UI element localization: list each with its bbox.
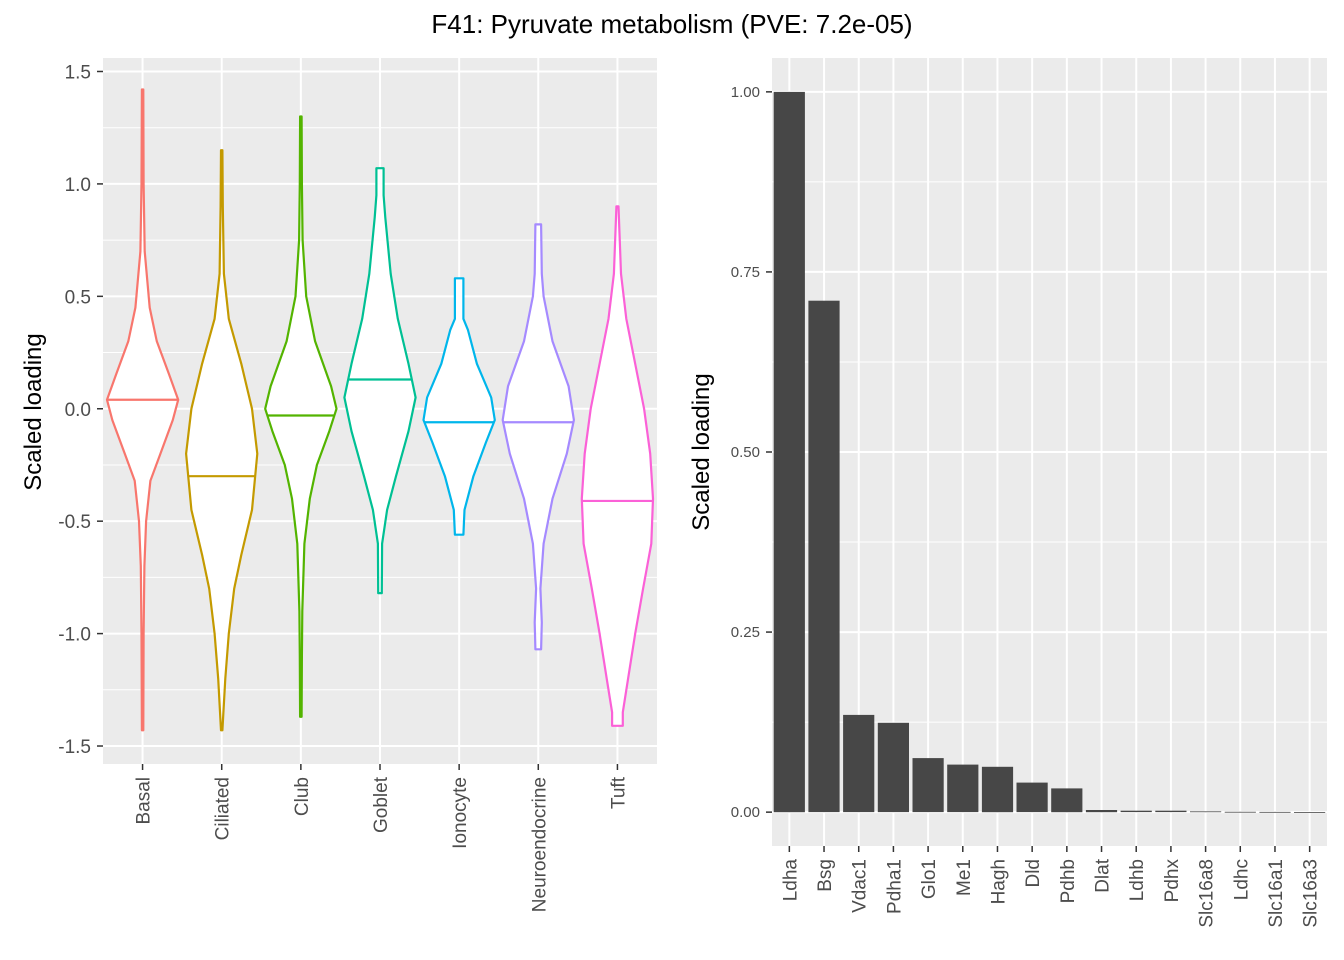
bar-pdhb — [1051, 788, 1083, 813]
x-tick-label: Club — [292, 777, 313, 816]
bar-major-gridlines — [772, 58, 1327, 846]
x-tick-label: Vdac1 — [850, 859, 871, 913]
y-tick-label: 1.0 — [65, 175, 91, 196]
violin-shapes — [105, 88, 655, 732]
x-tick-label: Dld — [1023, 859, 1044, 888]
y-tick-label: 0.00 — [731, 804, 760, 821]
x-tick-label: Hagh — [989, 859, 1010, 904]
violin-ciliated — [185, 149, 259, 732]
bar-bsg — [808, 300, 840, 813]
y-tick-label: 0.75 — [731, 264, 760, 281]
y-tick-label: -1.5 — [58, 737, 91, 758]
x-tick-label: Slc16a8 — [1197, 859, 1218, 928]
violin-tuft — [580, 205, 655, 727]
figure-title: F41: Pyruvate metabolism (PVE: 7.2e-05) — [431, 9, 912, 39]
bar-slc16a1 — [1259, 811, 1291, 813]
bar-slc16a8 — [1190, 811, 1222, 813]
violin-y-axis-title: Scaled loading — [20, 333, 47, 490]
y-tick-label: -0.5 — [58, 512, 91, 533]
violin-basal — [105, 88, 180, 732]
bar-glo1 — [912, 758, 944, 813]
x-tick-label: Slc16a1 — [1266, 859, 1287, 928]
bar-y-axis: 1.00 0.75 0.50 0.25 0.00 — [731, 84, 772, 821]
bar-me1 — [947, 764, 979, 813]
bar-slc16a3 — [1294, 812, 1326, 813]
x-tick-label: Ciliated — [213, 777, 234, 840]
bar-ldhb — [1120, 810, 1152, 813]
violin-club — [264, 115, 338, 718]
x-tick-label: Glo1 — [919, 859, 940, 899]
bar-vdac1 — [843, 714, 875, 813]
violin-goblet — [343, 167, 417, 595]
bar-series — [773, 91, 1326, 813]
x-tick-label: Ldhc — [1231, 859, 1252, 900]
x-tick-label: Slc16a3 — [1301, 859, 1322, 928]
x-tick-label: Bsg — [815, 859, 836, 892]
y-tick-label: 0.0 — [65, 400, 91, 421]
bar-hagh — [981, 766, 1014, 813]
bar-pdhx — [1155, 810, 1187, 813]
x-tick-label: Goblet — [371, 776, 392, 833]
x-tick-label: Pdhx — [1162, 859, 1183, 903]
bar-y-axis-title: Scaled loading — [688, 373, 715, 530]
bar-dlat — [1085, 810, 1118, 813]
x-tick-label: Ldhb — [1127, 859, 1148, 901]
x-tick-label: Ldha — [780, 859, 801, 902]
bar-ldha — [773, 91, 805, 813]
y-tick-label: 1.5 — [65, 62, 91, 83]
violin-neuroendocrine — [501, 223, 575, 651]
x-tick-label: Neuroendocrine — [529, 777, 550, 912]
x-tick-label: Pdha1 — [884, 859, 905, 914]
x-tick-label: Ionocyte — [450, 777, 471, 849]
bar-pdha1 — [877, 722, 909, 813]
bar-ldhc — [1224, 811, 1256, 813]
x-tick-label: Dlat — [1093, 858, 1114, 893]
y-tick-label: 0.5 — [65, 287, 91, 308]
bar-panel: 1.00 0.75 0.50 0.25 0.00 Ldha Bsg Vdac1 Pdha1 Gl… — [688, 58, 1327, 928]
x-tick-label: Tuft — [608, 776, 629, 809]
y-tick-label: -1.0 — [58, 625, 91, 646]
bar-dld — [1016, 782, 1048, 813]
y-tick-label: 0.50 — [731, 444, 760, 461]
x-tick-label: Me1 — [954, 859, 975, 896]
violin-panel: 1.5 1.0 0.5 0.0 -0.5 -1.0 -1.5 Basal Ciliated Cl… — [20, 58, 657, 912]
x-tick-label: Pdhb — [1058, 859, 1079, 903]
bar-x-axis: Ldha Bsg Vdac1 Pdha1 Glo1 Me1 Hagh Dld Pdhb Dlat L… — [780, 846, 1322, 928]
violin-ionocyte — [422, 277, 496, 536]
y-tick-label: 1.00 — [731, 84, 760, 101]
violin-y-axis: 1.5 1.0 0.5 0.0 -0.5 -1.0 -1.5 — [58, 62, 103, 758]
y-tick-label: 0.25 — [731, 624, 760, 641]
violin-x-axis: Basal Ciliated Club Goblet Ionocyte Neuroendo… — [134, 764, 629, 912]
x-tick-label: Basal — [134, 777, 155, 825]
